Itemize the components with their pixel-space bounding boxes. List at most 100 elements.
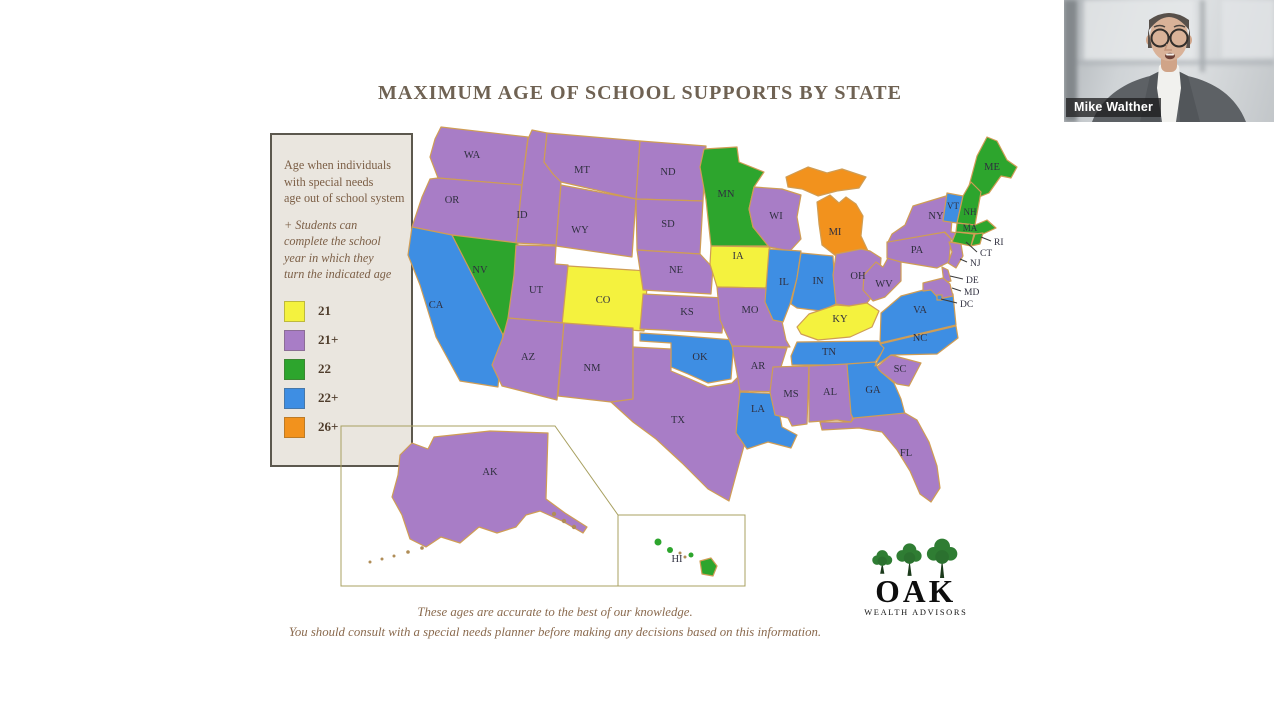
state-label-NY: NY [928, 211, 944, 222]
state-RI [970, 232, 984, 247]
state-label-IN: IN [812, 276, 823, 287]
state-label-NE: NE [669, 265, 683, 276]
legend-item-label: 22 [318, 361, 331, 376]
state-NE [636, 249, 714, 295]
state-MI [816, 194, 869, 259]
state-OK [639, 332, 735, 384]
state-NC [874, 325, 959, 367]
legend-item-label: 22+ [318, 390, 339, 405]
state-WI [748, 186, 802, 252]
footer-line-1: These ages are accurate to the best of o… [417, 605, 693, 619]
legend-item-label: 21+ [318, 332, 339, 347]
state-label-SD: SD [661, 219, 675, 230]
legend-description-line: with special needs [284, 174, 374, 189]
state-label-KS: KS [680, 307, 694, 318]
legend-note-line: turn the indicated age [284, 267, 392, 281]
state-PA [886, 231, 952, 269]
logo-wordmark: OAK [875, 574, 956, 609]
map-decoration [561, 518, 567, 524]
state-label-FL: FL [900, 448, 912, 459]
state-label-WA: WA [464, 150, 481, 161]
oak-tree-icon [926, 538, 958, 578]
page-title: MAXIMUM AGE OF SCHOOL SUPPORTS BY STATE [378, 82, 902, 104]
map-decoration [420, 546, 424, 550]
logo-subtitle: WEALTH ADVISORS [864, 608, 967, 617]
state-GA [846, 361, 906, 421]
legend-note-line: + Students can [284, 217, 358, 232]
state-label-AZ: AZ [521, 352, 535, 363]
legend-item-label: 21 [318, 303, 331, 318]
inset-hawaii [617, 514, 746, 587]
state-label-WY: WY [571, 225, 589, 236]
state-HI [699, 557, 718, 577]
state-KY [796, 302, 880, 341]
us-map: WA OR CA NV ID MT WY UT CO AZ NM ND SD NE KS OK TX MN IA MO… [340, 126, 1018, 587]
state-label-MO: MO [742, 305, 759, 316]
map-decoration [406, 550, 410, 554]
footer-disclaimer: These ages are accurate to the best of o… [235, 603, 875, 643]
legend-description-line: age out of school system [284, 191, 405, 205]
legend-description-line: Age when individuals [284, 158, 391, 172]
state-label-KY: KY [832, 314, 848, 325]
state-TN [790, 340, 887, 366]
legend-item: 22+ [284, 384, 407, 413]
state-label-WI: WI [769, 211, 783, 222]
map-decoration [683, 555, 687, 559]
state-label-NJ: NJ [970, 259, 981, 269]
legend-item: 26+ [284, 413, 407, 442]
legend-swatch [284, 329, 305, 351]
map-decoration [392, 554, 396, 558]
oak-logo: OAK WEALTH ADVISORS [864, 538, 967, 617]
state-label-OH: OH [850, 271, 866, 282]
state-label-ID: ID [516, 210, 527, 221]
state-label-AR: AR [751, 361, 766, 372]
state-label-CT: CT [980, 249, 992, 259]
map-decoration [380, 557, 384, 561]
webcam-panel: Mike Walther [1064, 0, 1274, 122]
state-label-MI: MI [829, 227, 842, 238]
map-decoration [368, 560, 372, 564]
map-decoration [678, 551, 682, 555]
leader-CT [965, 241, 978, 253]
state-label-IA: IA [732, 251, 743, 262]
state-label-NH: NH [964, 207, 977, 217]
state-label-GA: GA [865, 385, 881, 396]
state-label-SC: SC [894, 364, 907, 375]
state-MD [922, 277, 954, 300]
legend-swatch [284, 300, 305, 322]
leader-DE [949, 275, 964, 280]
state-label-OR: OR [445, 195, 460, 206]
legend-items: 21 21+ 22 22+ 26+ [284, 297, 407, 442]
legend-panel: Age when individuals with special needs … [270, 133, 413, 467]
state-label-CO: CO [596, 295, 611, 306]
footer-line-2: You should consult with a special needs … [288, 624, 822, 639]
state-label-NM: NM [584, 363, 602, 374]
state-FL [819, 412, 941, 503]
state-UT [507, 244, 569, 324]
legend-note-line: year in which they [284, 250, 374, 265]
state-label-TX: TX [671, 415, 685, 426]
state-ME [968, 136, 1018, 198]
legend-swatch [284, 416, 305, 438]
leader-NJ [959, 258, 968, 263]
state-label-DE: DE [966, 276, 979, 286]
state-AK [391, 430, 588, 548]
map-decoration [667, 547, 673, 553]
state-label-MT: MT [574, 165, 590, 176]
state-label-OK: OK [692, 352, 708, 363]
legend-note: + Students can complete the school year … [284, 217, 407, 283]
state-label-RI: RI [994, 238, 1004, 248]
legend-swatch [284, 387, 305, 409]
legend-description: Age when individuals with special needs … [284, 157, 407, 207]
state-DC [936, 294, 943, 301]
state-NJ [947, 241, 964, 269]
state-label-CA: CA [429, 300, 444, 311]
state-label-WV: WV [875, 279, 893, 290]
leader-DC [940, 298, 958, 304]
state-label-DC: DC [960, 300, 973, 310]
state-NH [956, 181, 982, 226]
state-IN [790, 252, 837, 312]
state-label-TN: TN [822, 347, 836, 358]
state-WY [555, 184, 637, 258]
